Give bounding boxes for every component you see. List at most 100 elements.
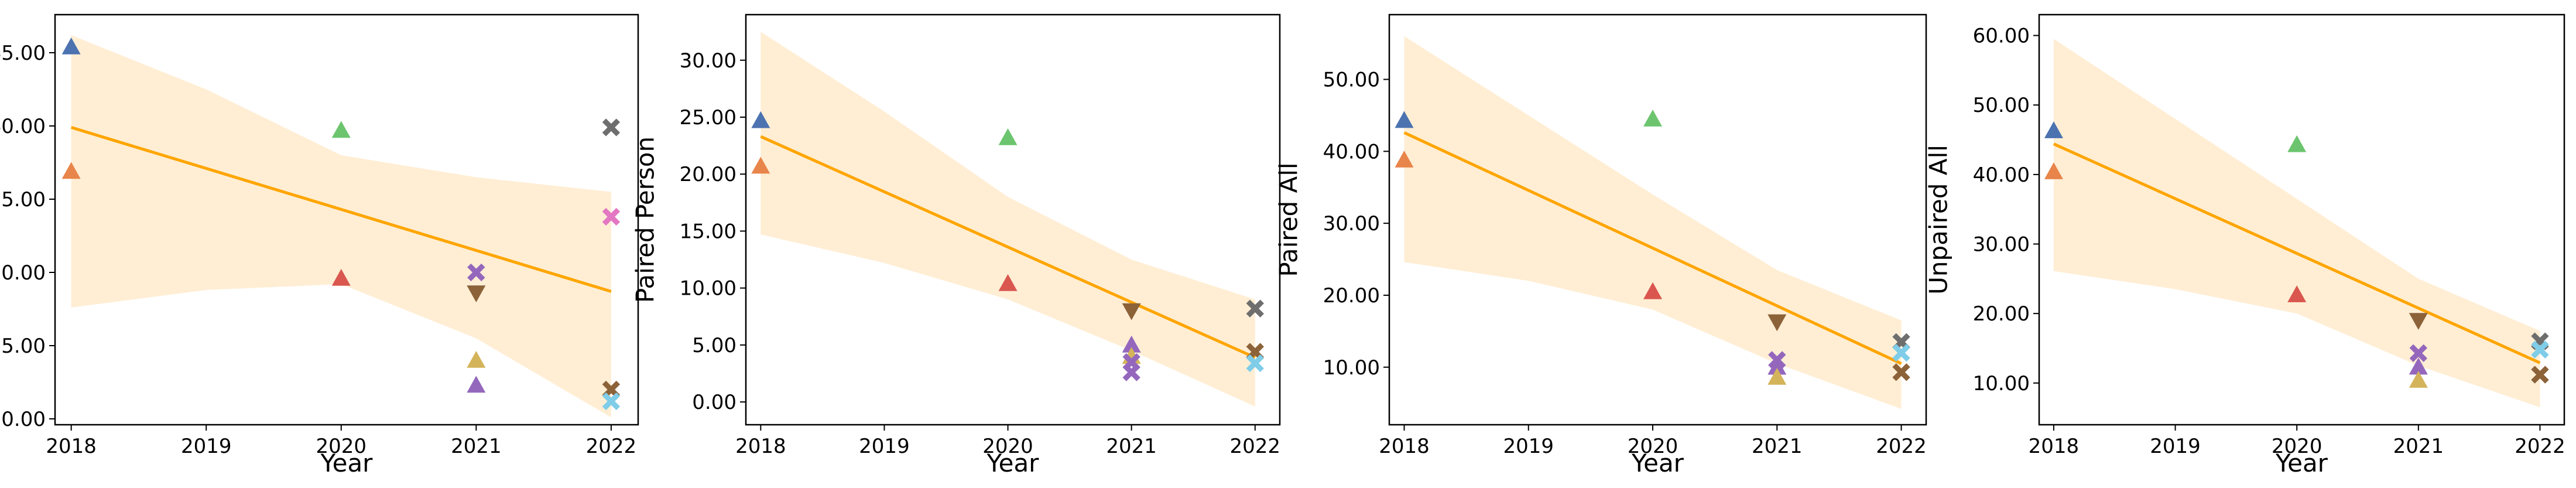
- y-tick-label: 10.00: [1973, 372, 2030, 395]
- data-point: [751, 156, 770, 174]
- data-point: [602, 392, 621, 411]
- y-tick-label: 40.00: [0, 115, 46, 138]
- data-point: [2287, 135, 2307, 152]
- x-tick-label: 2018: [2029, 435, 2080, 458]
- confidence-band: [2053, 39, 2540, 408]
- data-point: [751, 111, 770, 128]
- data-point: [2409, 344, 2428, 362]
- chart-panel-4: 2018 2019 2020 2021 2022 10.00 20.00 30.00 40.00…: [1924, 13, 2565, 477]
- data-point: [1122, 303, 1141, 320]
- data-point: [467, 285, 486, 302]
- x-axis-label: Year: [2275, 449, 2328, 477]
- data-point: [1122, 363, 1140, 381]
- chart-panel-3: 2018 2019 2020 2021 2022 10.00 20.00 30.00 40.00…: [1275, 13, 1927, 477]
- x-tick-label: 2021: [1752, 435, 1803, 458]
- data-point: [1643, 282, 1663, 299]
- y-tick-label: 45.00: [0, 42, 46, 65]
- y-tick-label: 30.00: [680, 49, 737, 73]
- y-tick-label: 25.00: [0, 335, 46, 358]
- axes-frame: [1388, 13, 1927, 426]
- data-point: [602, 207, 621, 226]
- data-point: [2287, 285, 2307, 302]
- data-point: [1767, 367, 1787, 385]
- x-tick-label: 2018: [1379, 435, 1430, 458]
- data-point: [2409, 313, 2428, 330]
- y-tick-label: 40.00: [1323, 140, 1380, 163]
- x-tick-label: 2022: [1230, 435, 1281, 458]
- trend-line: [760, 135, 1256, 359]
- x-tick-label: 2020: [316, 435, 367, 458]
- data-point: [1892, 344, 1910, 362]
- trend-line: [1403, 131, 1902, 365]
- x-tick-label: 2021: [1106, 435, 1157, 458]
- data-point: [2044, 121, 2063, 138]
- y-tick-label: 30.00: [0, 261, 46, 285]
- data-point: [2531, 366, 2549, 384]
- data-point: [61, 37, 81, 54]
- x-tick-label: 2019: [859, 435, 910, 458]
- x-tick-label: 2019: [2150, 435, 2201, 458]
- x-tick-label: 2022: [586, 435, 637, 458]
- x-tick-label: 2022: [1876, 435, 1927, 458]
- data-point: [61, 162, 81, 179]
- y-tick-label: 40.00: [1973, 163, 2030, 187]
- y-axis-label: Paired All: [1275, 162, 1303, 277]
- x-tick-label: 2021: [2393, 435, 2444, 458]
- data-point: [2409, 371, 2428, 388]
- y-tick-label: 20.00: [680, 163, 737, 186]
- y-tick-label: 10.00: [1323, 356, 1380, 380]
- y-tick-label: 10.00: [680, 277, 737, 301]
- data-point: [1395, 111, 1414, 128]
- data-point: [1767, 314, 1787, 332]
- y-axis-label: Unpaired All: [1924, 145, 1953, 295]
- x-tick-label: 2019: [181, 435, 232, 458]
- data-point: [2409, 357, 2428, 375]
- confidence-band: [761, 32, 1255, 407]
- data-point: [2044, 162, 2063, 179]
- y-tick-label: 0.00: [692, 391, 737, 414]
- axes-frame: [745, 13, 1281, 426]
- data-point: [998, 128, 1018, 145]
- data-point: [1892, 363, 1910, 381]
- data-point: [331, 269, 351, 286]
- data-point: [1122, 335, 1141, 353]
- confidence-band: [71, 35, 611, 418]
- y-tick-label: 50.00: [1323, 69, 1380, 92]
- y-tick-label: 15.00: [680, 220, 737, 243]
- data-point: [998, 274, 1018, 291]
- y-tick-label: 5.00: [692, 334, 737, 357]
- axes-frame: [54, 13, 639, 426]
- y-tick-label: 60.00: [1973, 25, 2030, 48]
- x-axis-label: Year: [1631, 449, 1684, 477]
- data-point: [1767, 357, 1787, 375]
- data-point: [1246, 354, 1264, 373]
- y-tick-label: 35.00: [0, 188, 46, 211]
- data-point: [331, 121, 351, 138]
- data-point: [1643, 110, 1663, 127]
- x-tick-label: 2020: [982, 435, 1033, 458]
- trend-line: [2053, 142, 2541, 364]
- y-axis-label: Paired Person: [631, 136, 660, 303]
- data-point: [467, 376, 486, 393]
- data-point: [1246, 299, 1264, 318]
- y-tick-label: 20.00: [1973, 302, 2030, 326]
- confidence-band: [1404, 36, 1902, 409]
- chart-panel-1: 2018 2019 2020 2021 2022 20.00 25.00 30.00 35.00…: [0, 13, 639, 477]
- data-point: [2531, 340, 2549, 359]
- y-tick-label: 25.00: [680, 106, 737, 129]
- x-tick-label: 2020: [1628, 435, 1678, 458]
- axes-frame: [2038, 13, 2565, 426]
- x-tick-label: 2022: [2515, 435, 2565, 458]
- trend-line: [70, 126, 612, 293]
- x-axis-label: Year: [986, 449, 1040, 477]
- x-tick-label: 2021: [451, 435, 502, 458]
- data-point: [467, 351, 486, 368]
- x-tick-label: 2020: [2272, 435, 2322, 458]
- x-tick-label: 2018: [735, 435, 786, 458]
- x-axis-label: Year: [320, 449, 374, 477]
- x-tick-label: 2019: [1503, 435, 1554, 458]
- data-point: [467, 263, 485, 282]
- y-tick-label: 50.00: [1973, 94, 2030, 117]
- y-tick-label: 20.00: [1323, 284, 1380, 308]
